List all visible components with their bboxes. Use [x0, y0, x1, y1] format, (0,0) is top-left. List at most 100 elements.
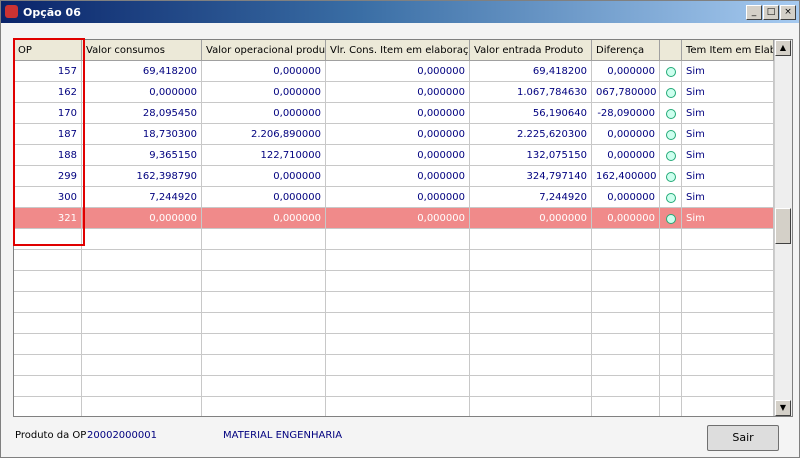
table-cell: 0,000000 — [592, 145, 660, 166]
empty-cell — [470, 376, 592, 397]
empty-cell — [14, 250, 82, 271]
table-cell: 162 — [14, 82, 82, 103]
maximize-button[interactable]: □ — [763, 5, 779, 20]
magnifier-icon[interactable] — [666, 214, 676, 224]
table-cell: 0,000000 — [202, 208, 326, 229]
app-icon — [5, 5, 18, 18]
row-icon-cell — [660, 187, 682, 208]
empty-cell — [326, 355, 470, 376]
table-cell: 0,000000 — [326, 61, 470, 82]
column-header: Valor entrada Produto — [470, 40, 592, 61]
scroll-up[interactable]: ▲ — [775, 40, 791, 56]
table-cell: 321 — [14, 208, 82, 229]
empty-cell — [202, 355, 326, 376]
table-cell: Sim — [682, 145, 774, 166]
row-icon-cell — [660, 61, 682, 82]
table-cell: 067,780000 — [592, 82, 660, 103]
empty-cell — [82, 292, 202, 313]
scroll-thumb[interactable] — [775, 208, 791, 244]
empty-cell — [82, 376, 202, 397]
table-cell: 2.225,620300 — [470, 124, 592, 145]
magnifier-icon[interactable] — [666, 88, 676, 98]
table-cell: 324,797140 — [470, 166, 592, 187]
scrollbar[interactable]: ▲ ▼ — [774, 40, 792, 416]
empty-cell — [14, 376, 82, 397]
magnifier-icon[interactable] — [666, 172, 676, 182]
magnifier-icon[interactable] — [666, 67, 676, 77]
empty-cell — [14, 229, 82, 250]
empty-cell — [202, 229, 326, 250]
table-cell: 162,400000 — [592, 166, 660, 187]
empty-cell — [326, 229, 470, 250]
magnifier-icon[interactable] — [666, 130, 676, 140]
table-cell: 69,418200 — [470, 61, 592, 82]
column-header — [660, 40, 682, 61]
table-cell: 0,000000 — [326, 166, 470, 187]
table-cell: 0,000000 — [326, 145, 470, 166]
minimize-button[interactable]: _ — [746, 5, 762, 20]
empty-cell — [202, 313, 326, 334]
table-cell: -28,090000 — [592, 103, 660, 124]
table-cell: 188 — [14, 145, 82, 166]
table-cell: 0,000000 — [326, 103, 470, 124]
exit-button-label: Sair — [732, 431, 754, 444]
column-header: Diferença — [592, 40, 660, 61]
table-cell: 2.206,890000 — [202, 124, 326, 145]
footer-description: MATERIAL ENGENHARIA — [223, 430, 343, 441]
empty-cell — [660, 271, 682, 292]
column-header: Valor consumos — [82, 40, 202, 61]
empty-cell — [326, 271, 470, 292]
table-cell: 0,000000 — [82, 208, 202, 229]
empty-cell — [202, 271, 326, 292]
table-cell: 299 — [14, 166, 82, 187]
empty-cell — [592, 271, 660, 292]
table-cell: 0,000000 — [202, 82, 326, 103]
magnifier-icon[interactable] — [666, 193, 676, 203]
table-cell: Sim — [682, 124, 774, 145]
magnifier-icon[interactable] — [666, 109, 676, 119]
empty-cell — [470, 355, 592, 376]
row-icon-cell — [660, 103, 682, 124]
row-icon-cell — [660, 145, 682, 166]
table-cell: 122,710000 — [202, 145, 326, 166]
table-cell: 7,244920 — [82, 187, 202, 208]
table-cell: 0,000000 — [202, 166, 326, 187]
empty-cell — [682, 355, 774, 376]
magnifier-icon[interactable] — [666, 151, 676, 161]
empty-cell — [202, 376, 326, 397]
footer-code: 20002000001 — [87, 430, 157, 441]
exit-button[interactable]: Sair — [707, 425, 779, 451]
table-cell: 0,000000 — [326, 124, 470, 145]
empty-cell — [470, 292, 592, 313]
empty-cell — [592, 376, 660, 397]
empty-cell — [682, 292, 774, 313]
empty-cell — [660, 229, 682, 250]
table-cell: 28,095450 — [82, 103, 202, 124]
table-cell: 157 — [14, 61, 82, 82]
empty-cell — [82, 229, 202, 250]
row-icon-cell — [660, 82, 682, 103]
empty-cell — [202, 334, 326, 355]
empty-cell — [202, 292, 326, 313]
table-cell: 0,000000 — [202, 103, 326, 124]
empty-cell — [660, 334, 682, 355]
empty-cell — [326, 292, 470, 313]
empty-cell — [82, 397, 202, 416]
empty-cell — [82, 334, 202, 355]
empty-cell — [682, 397, 774, 416]
empty-cell — [470, 250, 592, 271]
table-cell: 0,000000 — [592, 61, 660, 82]
close-button[interactable]: × — [780, 5, 796, 20]
empty-cell — [682, 229, 774, 250]
empty-cell — [660, 355, 682, 376]
empty-cell — [592, 229, 660, 250]
empty-cell — [682, 376, 774, 397]
window-title: Opção 06 — [23, 6, 81, 19]
table-cell: 1.067,784630 — [470, 82, 592, 103]
empty-cell — [592, 334, 660, 355]
empty-cell — [682, 313, 774, 334]
table-cell: 0,000000 — [592, 187, 660, 208]
table-cell: 0,000000 — [592, 208, 660, 229]
scroll-down[interactable]: ▼ — [775, 400, 791, 416]
empty-cell — [14, 355, 82, 376]
